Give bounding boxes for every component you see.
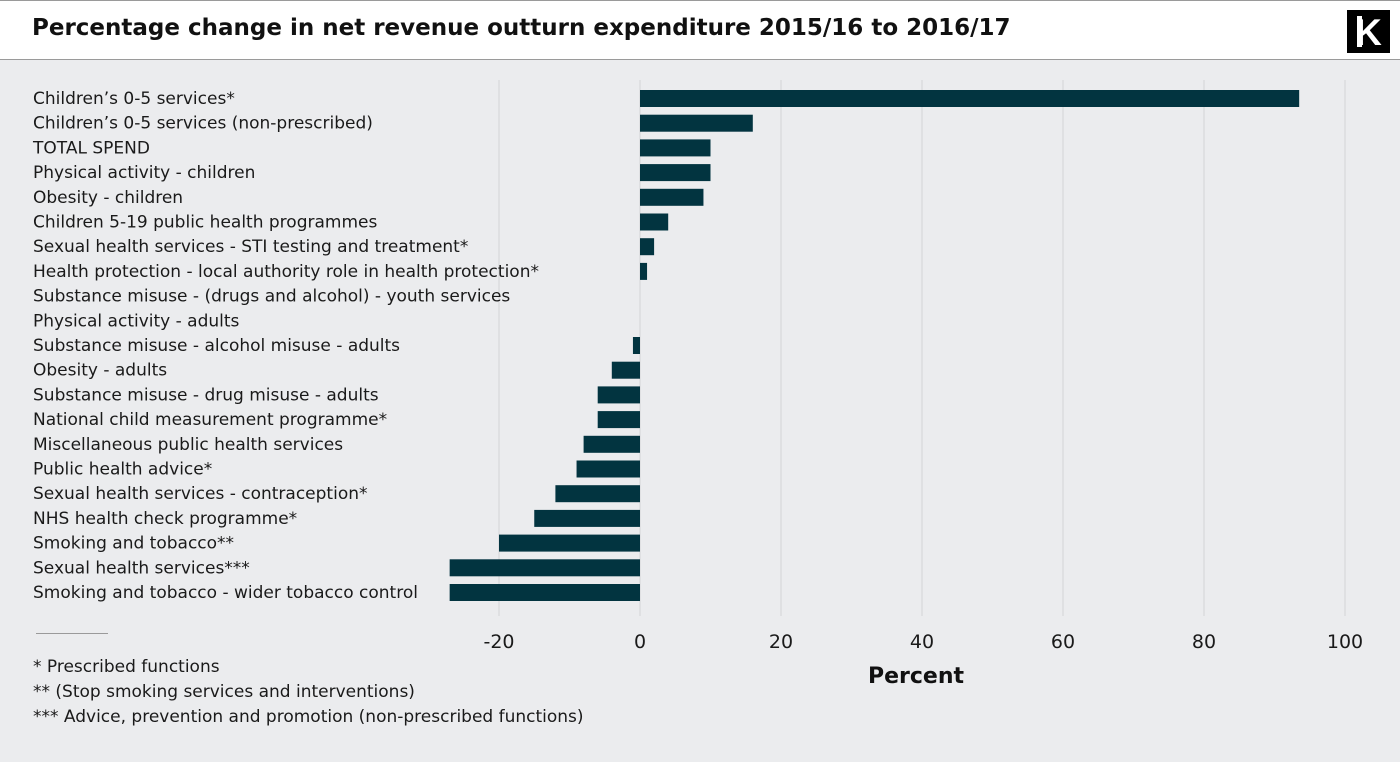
bar: [640, 164, 711, 182]
bar: [449, 584, 640, 601]
category-labels: Children’s 0-5 services* Children’s 0-5 s…: [32, 89, 539, 603]
x-tick-label: 0: [634, 631, 646, 653]
category-label: NHS health check programme*: [33, 509, 297, 529]
category-label: Physical activity - adults: [33, 311, 240, 331]
x-tick-labels: -20 0 20 40 60 80 100: [483, 631, 1363, 653]
bar: [583, 435, 640, 453]
x-tick-label: 80: [1192, 631, 1216, 653]
category-label: Miscellaneous public health services: [33, 435, 343, 455]
category-label: Health protection - local authority role…: [33, 262, 539, 282]
category-label: National child measurement programme*: [33, 410, 387, 430]
category-label: Children 5-19 public health programmes: [33, 213, 377, 233]
category-label: Sexual health services - STI testing and…: [33, 237, 468, 257]
bars: [449, 90, 1300, 601]
bar: [632, 337, 640, 354]
bar: [499, 534, 640, 552]
category-label: TOTAL SPEND: [32, 138, 150, 158]
bar: [640, 114, 753, 132]
bar: [640, 90, 1300, 107]
note-prescribed: * Prescribed functions: [33, 657, 220, 677]
bar: [640, 213, 669, 231]
category-label: Sexual health services - contraception*: [33, 484, 368, 504]
category-label: Public health advice*: [33, 460, 212, 480]
chart-header: Percentage change in net revenue outturn…: [0, 0, 1400, 60]
bar: [555, 485, 640, 503]
bar: [576, 460, 640, 478]
bar: [640, 188, 704, 206]
x-tick-label: 40: [910, 631, 934, 653]
bar: [597, 386, 640, 404]
bar: [611, 361, 640, 379]
category-label: Children’s 0-5 services*: [33, 89, 235, 109]
category-label: Physical activity - children: [33, 163, 255, 183]
x-tick-label: 20: [769, 631, 793, 653]
bar: [640, 238, 655, 256]
category-label: Children’s 0-5 services (non-prescribed): [33, 114, 373, 134]
x-tick-label: -20: [483, 631, 514, 653]
x-axis-title: Percent: [868, 664, 965, 689]
brand-logo-icon: K: [1347, 10, 1390, 53]
note-advice-prevention: *** Advice, prevention and promotion (no…: [33, 707, 584, 727]
category-label: Sexual health services***: [33, 558, 250, 578]
x-tick-label: 100: [1327, 631, 1363, 653]
note-stop-smoking: ** (Stop smoking services and interventi…: [33, 682, 415, 702]
bar: [597, 411, 640, 429]
bar: [640, 262, 648, 280]
category-label: Substance misuse - drug misuse - adults: [33, 385, 379, 405]
bar: [640, 139, 711, 157]
notes-divider: [36, 633, 108, 634]
gridlines: [498, 80, 1346, 616]
chart-title: Percentage change in net revenue outturn…: [32, 15, 1011, 41]
category-label: Obesity - children: [33, 188, 183, 208]
category-label: Substance misuse - (drugs and alcohol) -…: [33, 287, 510, 307]
category-label: Smoking and tobacco**: [33, 534, 234, 554]
bar: [534, 509, 640, 527]
category-label: Obesity - adults: [33, 361, 167, 381]
bar: [449, 559, 640, 577]
category-label: Substance misuse - alcohol misuse - adul…: [33, 336, 400, 356]
bar-chart: Children’s 0-5 services* Children’s 0-5 s…: [32, 80, 1363, 689]
x-tick-label: 60: [1051, 631, 1075, 653]
category-label: Smoking and tobacco - wider tobacco cont…: [33, 583, 418, 603]
